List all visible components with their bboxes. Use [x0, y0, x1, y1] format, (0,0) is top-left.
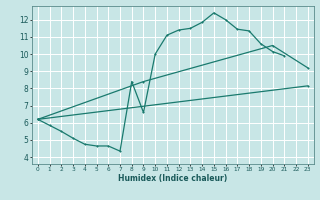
X-axis label: Humidex (Indice chaleur): Humidex (Indice chaleur) — [118, 174, 228, 183]
